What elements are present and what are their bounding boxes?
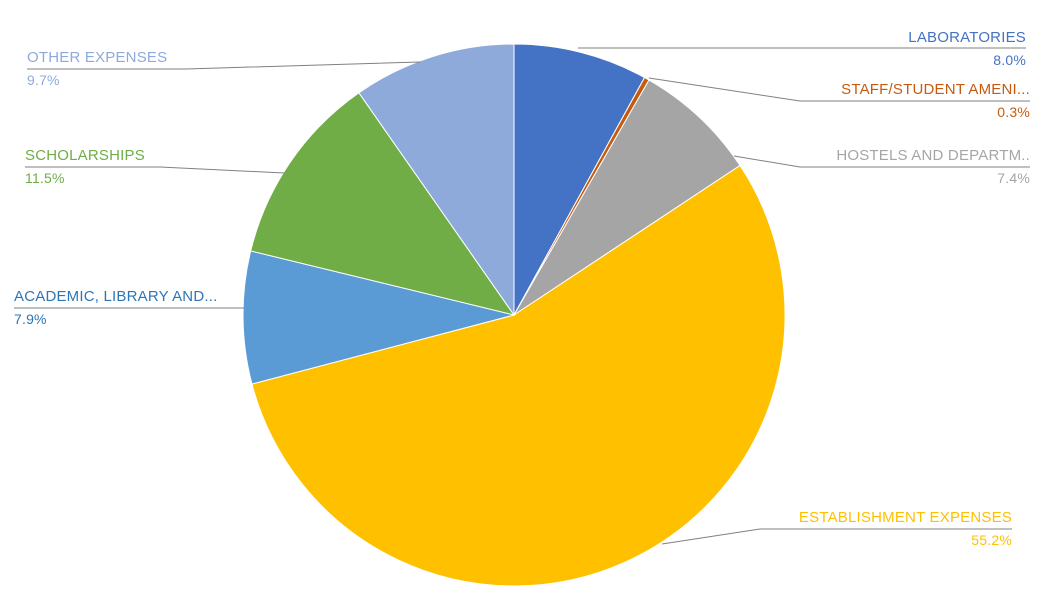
pie-slice-academic-library-and[interactable] bbox=[242, 250, 515, 385]
leader-line bbox=[25, 166, 285, 174]
slice-category-name: ESTABLISHMENT EXPENSES bbox=[798, 509, 1012, 526]
pie-slice-establishment-expenses[interactable] bbox=[251, 164, 786, 587]
leader-line bbox=[733, 155, 1030, 168]
slice-percentage: 8.0% bbox=[993, 52, 1026, 68]
slice-category-name: ACADEMIC, LIBRARY AND... bbox=[14, 288, 218, 305]
slice-category-name: STAFF/STUDENT AMENI... bbox=[841, 81, 1030, 98]
pie-slice-other-expenses[interactable] bbox=[358, 43, 515, 317]
data-label-scholarships: SCHOLARSHIPS 11.5% bbox=[25, 147, 145, 187]
slice-percentage: 11.5% bbox=[25, 170, 65, 186]
pie-slice-hostels-and-departm[interactable] bbox=[513, 79, 741, 316]
slice-category-name: HOSTELS AND DEPARTM.. bbox=[836, 147, 1030, 164]
data-label-establishment-expenses: ESTABLISHMENT EXPENSES 55.2% bbox=[799, 509, 1012, 549]
data-label-other-expenses: OTHER EXPENSES 9.7% bbox=[27, 49, 167, 89]
pie-slice-scholarships[interactable] bbox=[250, 92, 516, 316]
leader-line bbox=[661, 528, 1012, 545]
slice-category-name: LABORATORIES bbox=[908, 29, 1026, 46]
data-label-academic-library: ACADEMIC, LIBRARY AND... 7.9% bbox=[14, 288, 217, 328]
leader-line bbox=[648, 77, 1030, 102]
data-label-hostels-and-departments: HOSTELS AND DEPARTM.. 7.4% bbox=[836, 147, 1030, 187]
data-label-staff-student-amenities: STAFF/STUDENT AMENI... 0.3% bbox=[841, 81, 1030, 121]
slice-percentage: 7.4% bbox=[997, 170, 1030, 186]
slice-percentage: 9.7% bbox=[27, 72, 60, 88]
slice-percentage: 7.9% bbox=[14, 311, 47, 327]
leader-line bbox=[27, 61, 421, 70]
pie-slice-laboratories[interactable] bbox=[513, 43, 646, 316]
slice-category-name: OTHER EXPENSES bbox=[27, 49, 168, 66]
slice-percentage: 55.2% bbox=[971, 532, 1012, 548]
data-label-laboratories: LABORATORIES 8.0% bbox=[908, 29, 1026, 69]
slice-percentage: 0.3% bbox=[997, 104, 1030, 120]
slice-category-name: SCHOLARSHIPS bbox=[25, 147, 145, 164]
